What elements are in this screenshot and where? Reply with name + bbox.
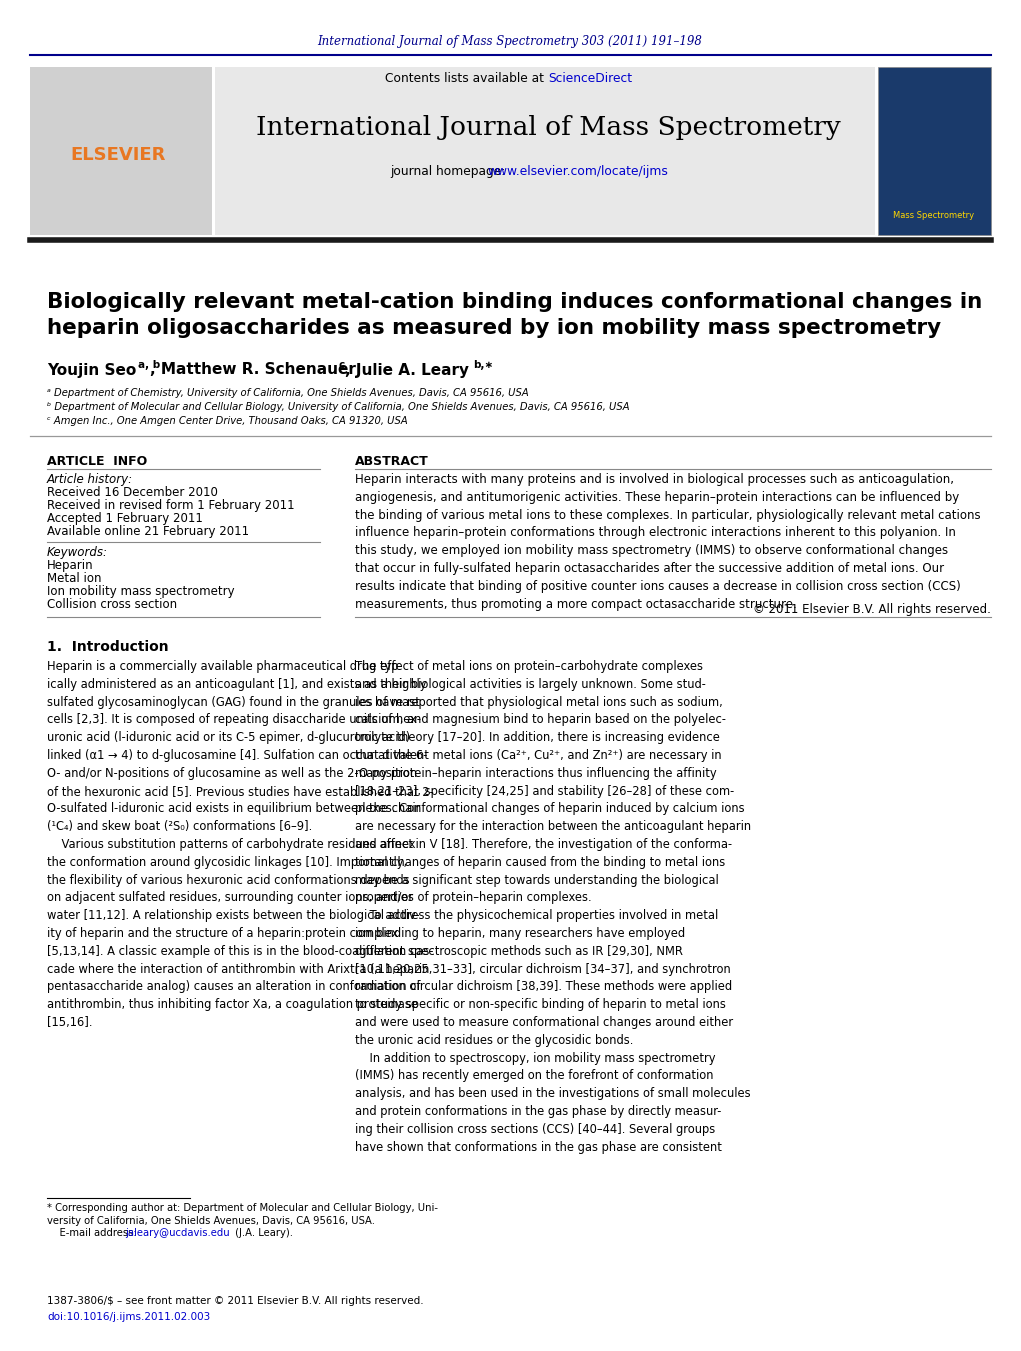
Text: ScienceDirect: ScienceDirect — [548, 72, 632, 85]
FancyBboxPatch shape — [215, 68, 875, 235]
FancyBboxPatch shape — [878, 68, 991, 235]
Text: Collision cross section: Collision cross section — [47, 598, 177, 611]
Text: ARTICLE  INFO: ARTICLE INFO — [47, 455, 147, 467]
Text: Metal ion: Metal ion — [47, 571, 101, 585]
Text: Heparin: Heparin — [47, 559, 94, 571]
Text: Accepted 1 February 2011: Accepted 1 February 2011 — [47, 512, 203, 526]
Text: Received 16 December 2010: Received 16 December 2010 — [47, 486, 217, 499]
Text: Biologically relevant metal-cation binding induces conformational changes in
hep: Biologically relevant metal-cation bindi… — [47, 292, 982, 338]
Text: ABSTRACT: ABSTRACT — [355, 455, 429, 467]
Text: * Corresponding author at: Department of Molecular and Cellular Biology, Uni-
ve: * Corresponding author at: Department of… — [47, 1202, 438, 1227]
Text: (J.A. Leary).: (J.A. Leary). — [232, 1228, 293, 1238]
Text: ELSEVIER: ELSEVIER — [70, 146, 165, 163]
Text: , Matthew R. Schenauer: , Matthew R. Schenauer — [150, 362, 356, 377]
Text: , Julie A. Leary: , Julie A. Leary — [345, 362, 469, 377]
Text: © 2011 Elsevier B.V. All rights reserved.: © 2011 Elsevier B.V. All rights reserved… — [753, 603, 991, 616]
Text: Mass Spectrometry: Mass Spectrometry — [893, 211, 975, 219]
Text: doi:10.1016/j.ijms.2011.02.003: doi:10.1016/j.ijms.2011.02.003 — [47, 1312, 210, 1323]
Text: www.elsevier.com/locate/ijms: www.elsevier.com/locate/ijms — [487, 166, 668, 178]
Text: Heparin interacts with many proteins and is involved in biological processes suc: Heparin interacts with many proteins and… — [355, 473, 980, 611]
Text: Article history:: Article history: — [47, 473, 133, 486]
Text: E-mail address:: E-mail address: — [47, 1228, 140, 1238]
Text: Youjin Seo: Youjin Seo — [47, 362, 136, 377]
Text: International Journal of Mass Spectrometry: International Journal of Mass Spectromet… — [255, 115, 840, 141]
Text: ᶜ Amgen Inc., One Amgen Center Drive, Thousand Oaks, CA 91320, USA: ᶜ Amgen Inc., One Amgen Center Drive, Th… — [47, 416, 407, 426]
Text: ᵇ Department of Molecular and Cellular Biology, University of California, One Sh: ᵇ Department of Molecular and Cellular B… — [47, 403, 630, 412]
Text: c: c — [338, 359, 344, 370]
Text: b,∗: b,∗ — [473, 359, 493, 370]
Text: 1.  Introduction: 1. Introduction — [47, 640, 168, 654]
Text: Available online 21 February 2011: Available online 21 February 2011 — [47, 526, 249, 538]
FancyBboxPatch shape — [30, 68, 212, 235]
Text: The effect of metal ions on protein–carbohydrate complexes
and their biological : The effect of metal ions on protein–carb… — [355, 661, 751, 1154]
Text: jaleary@ucdavis.edu: jaleary@ucdavis.edu — [125, 1228, 230, 1238]
Text: ᵃ Department of Chemistry, University of California, One Shields Avenues, Davis,: ᵃ Department of Chemistry, University of… — [47, 388, 529, 399]
Text: a, b: a, b — [138, 359, 160, 370]
Text: Heparin is a commercially available pharmaceutical drug typ-
ically administered: Heparin is a commercially available phar… — [47, 661, 434, 1029]
Text: 1387-3806/$ – see front matter © 2011 Elsevier B.V. All rights reserved.: 1387-3806/$ – see front matter © 2011 El… — [47, 1296, 424, 1306]
Text: journal homepage:: journal homepage: — [390, 166, 509, 178]
Text: Keywords:: Keywords: — [47, 546, 108, 559]
Text: International Journal of Mass Spectrometry 303 (2011) 191–198: International Journal of Mass Spectromet… — [318, 35, 702, 49]
Text: Contents lists available at: Contents lists available at — [385, 72, 548, 85]
Text: Ion mobility mass spectrometry: Ion mobility mass spectrometry — [47, 585, 235, 598]
Text: Received in revised form 1 February 2011: Received in revised form 1 February 2011 — [47, 499, 295, 512]
